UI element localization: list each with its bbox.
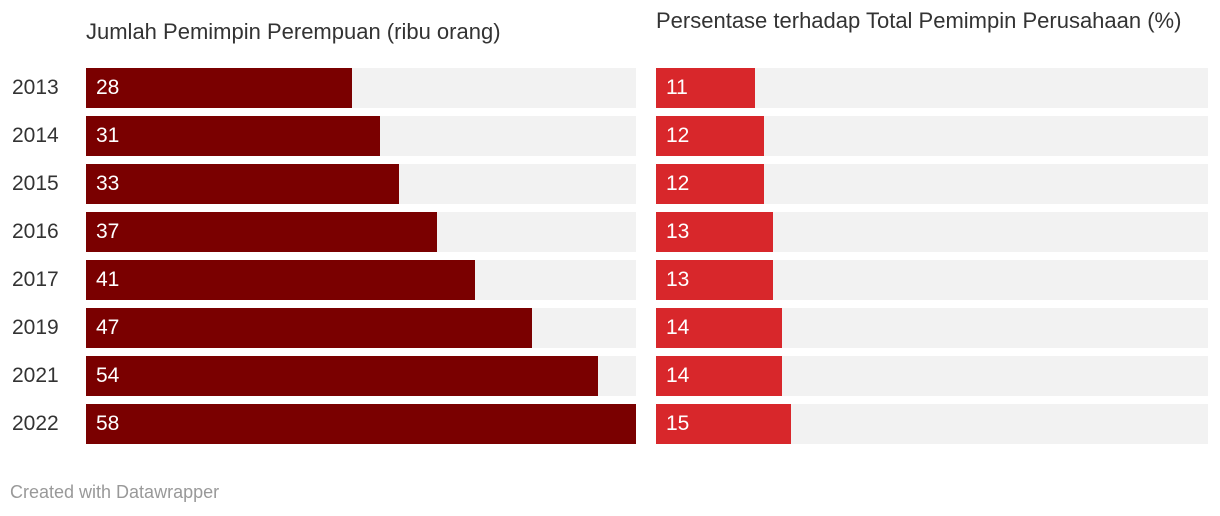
left-value-label: 31 <box>96 124 120 147</box>
right-value-label: 12 <box>666 124 690 147</box>
right-bar <box>656 212 773 252</box>
left-value-label: 41 <box>96 268 120 291</box>
right-value-label: 11 <box>666 76 688 99</box>
year-label: 2022 <box>12 412 59 435</box>
year-label: 2013 <box>12 76 59 99</box>
left-bar <box>86 260 475 300</box>
right-panel-title: Persentase terhadap Total Pemimpin Perus… <box>656 8 1182 33</box>
right-bar <box>656 164 764 204</box>
left-bar <box>86 68 352 108</box>
left-value-label: 28 <box>96 76 120 99</box>
right-bar <box>656 260 773 300</box>
right-bar <box>656 116 764 156</box>
right-bar <box>656 404 791 444</box>
left-value-label: 33 <box>96 172 120 195</box>
right-value-label: 13 <box>666 268 690 291</box>
left-bar <box>86 404 636 444</box>
left-value-label: 54 <box>96 364 120 387</box>
year-label: 2014 <box>12 124 59 147</box>
right-value-label: 14 <box>666 364 690 387</box>
year-label: 2015 <box>12 172 59 195</box>
right-value-label: 14 <box>666 316 690 339</box>
left-bar <box>86 212 437 252</box>
right-bar <box>656 308 782 348</box>
right-value-label: 12 <box>666 172 690 195</box>
year-label: 2017 <box>12 268 59 291</box>
left-bar <box>86 356 598 396</box>
right-value-label: 15 <box>666 412 690 435</box>
left-bar <box>86 116 380 156</box>
year-label: 2016 <box>12 220 59 243</box>
left-value-label: 47 <box>96 316 120 339</box>
right-value-label: 13 <box>666 220 690 243</box>
footer-credit: Created with Datawrapper <box>10 482 220 502</box>
left-value-label: 37 <box>96 220 120 243</box>
left-bar <box>86 164 399 204</box>
right-bar <box>656 68 755 108</box>
year-label: 2019 <box>12 316 59 339</box>
left-bar <box>86 308 532 348</box>
left-value-label: 58 <box>96 412 120 435</box>
right-bar <box>656 356 782 396</box>
year-label: 2021 <box>12 364 59 387</box>
left-panel-title: Jumlah Pemimpin Perempuan (ribu orang) <box>86 19 501 44</box>
